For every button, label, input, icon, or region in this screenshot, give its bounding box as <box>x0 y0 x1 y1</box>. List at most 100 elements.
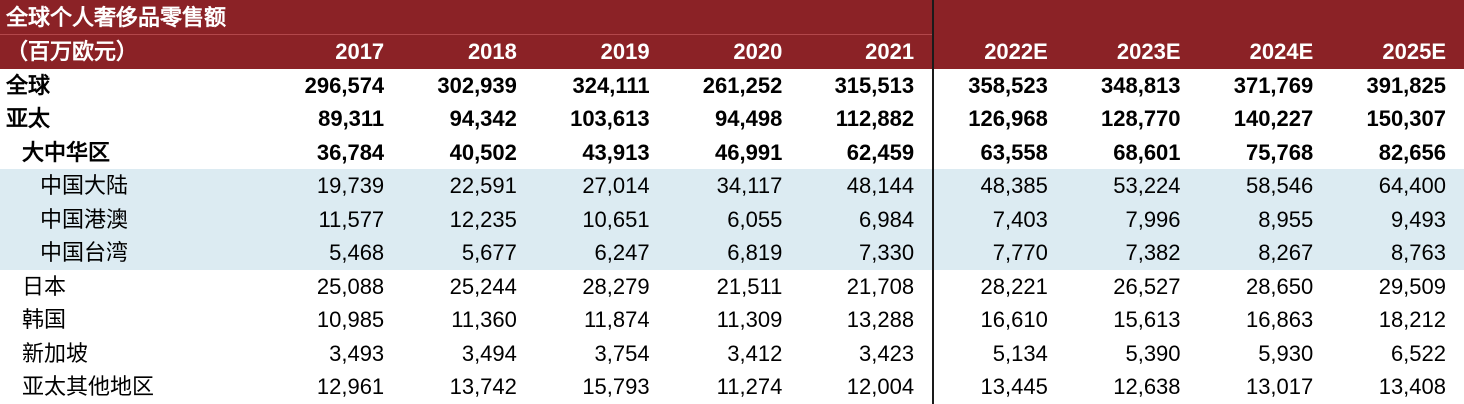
table-cell: 15,613 <box>1113 307 1181 333</box>
column-header: 2021 <box>800 34 935 69</box>
table-cell: 68,601 <box>1113 139 1181 165</box>
table-cell: 6,247 <box>534 236 668 270</box>
table-cell: 3,494 <box>461 340 517 366</box>
table-cell: 8,955 <box>1198 202 1332 236</box>
table-cell: 28,650 <box>1245 273 1314 299</box>
table-cell: 21,708 <box>800 269 935 303</box>
table-cell: 28,221 <box>980 273 1048 299</box>
table-cell: 348,813 <box>1101 72 1181 98</box>
table-cell: 6,819 <box>667 236 801 270</box>
table-cell: 6,984 <box>800 202 935 236</box>
table-cell: 13,445 <box>980 374 1048 400</box>
table-cell: 3,423 <box>800 336 935 370</box>
table-cell: 11,274 <box>716 374 783 400</box>
table-cell: 7,330 <box>800 236 935 270</box>
table-cell: 53,224 <box>1065 169 1199 203</box>
table-cell: 112,882 <box>800 102 935 136</box>
table-cell: 11,360 <box>451 307 517 333</box>
row-label: 亚太其他地区 <box>22 374 155 400</box>
table-cell: 5,930 <box>1258 340 1314 366</box>
table-cell: 140,227 <box>1233 106 1314 132</box>
row-label: 亚太 <box>6 106 51 132</box>
table-cell: 29,509 <box>1378 273 1446 299</box>
table-cell: 16,863 <box>1245 307 1314 333</box>
table-cell: 28,279 <box>582 273 650 299</box>
table-cell: 7,403 <box>933 202 1066 236</box>
table-row: 亚太 89,311 94,342 103,613 94,498 112,882 126,96… <box>0 102 1464 136</box>
table-cell: 11,577 <box>269 202 403 236</box>
table-cell: 58,546 <box>1198 169 1332 203</box>
table-cell: 3,412 <box>727 340 783 366</box>
table-row: 日本 25,088 25,244 28,279 21,511 21,708 28,221 26… <box>0 269 1464 303</box>
table-cell: 10,651 <box>534 202 668 236</box>
table-cell: 62,459 <box>800 135 935 169</box>
row-label: 韩国 <box>22 307 67 333</box>
column-header: 2017 <box>269 34 403 69</box>
table-cell: 358,523 <box>968 72 1048 98</box>
table-cell: 5,468 <box>269 236 403 270</box>
table-cell: 13,408 <box>1378 374 1446 400</box>
table-cell: 11,874 <box>583 307 650 333</box>
table-cell: 6,055 <box>667 202 801 236</box>
table-cell: 82,656 <box>1378 139 1446 165</box>
table-cell: 8,267 <box>1198 236 1332 270</box>
column-header: 2022E <box>933 34 1066 69</box>
table-cell: 89,311 <box>318 106 385 132</box>
table-row: 新加坡 3,493 3,494 3,754 3,412 3,423 5,134 5,390 5,… <box>0 336 1464 370</box>
table-cell: 10,985 <box>316 307 385 333</box>
table-cell: 6,522 <box>1390 340 1446 366</box>
table-cell: 150,307 <box>1366 106 1446 132</box>
table-cell: 7,382 <box>1065 236 1199 270</box>
table-cell: 103,613 <box>570 106 650 132</box>
row-label: 新加坡 <box>22 340 89 366</box>
table-cell: 46,991 <box>715 139 783 165</box>
table-cell: 16,610 <box>980 307 1048 333</box>
table-cell: 22,591 <box>402 169 535 203</box>
table-cell: 7,996 <box>1065 202 1199 236</box>
table-cell: 12,961 <box>316 374 385 400</box>
table-cell: 5,134 <box>992 340 1048 366</box>
column-header: 2019 <box>534 34 668 69</box>
table-cell: 5,677 <box>402 236 535 270</box>
table-cell: 12,004 <box>800 370 935 404</box>
column-header: 2024E <box>1198 34 1332 69</box>
table-cell: 11,309 <box>716 307 783 333</box>
table-cell: 25,088 <box>316 273 385 299</box>
table-row: 亚太其他地区 12,961 13,742 15,793 11,274 12,004 13,4… <box>0 370 1464 404</box>
table-cell: 324,111 <box>572 72 650 98</box>
table-cell: 34,117 <box>667 169 801 203</box>
table-cell: 5,390 <box>1125 340 1181 366</box>
table-cell: 36,784 <box>316 139 385 165</box>
header-title-row: 全球个人奢侈品零售额 <box>0 0 1464 35</box>
table-cell: 12,638 <box>1113 374 1181 400</box>
table-cell: 94,498 <box>715 106 783 132</box>
table-cell: 7,770 <box>933 236 1066 270</box>
table-cell: 63,558 <box>980 139 1048 165</box>
table-cell: 40,502 <box>449 139 517 165</box>
header-columns-row: （百万欧元） 2017 2018 2019 2020 2021 2022E 20… <box>0 34 1464 69</box>
table-row: 韩国 10,985 11,360 11,874 11,309 13,288 16,610 15… <box>0 303 1464 337</box>
table-cell: 13,017 <box>1245 374 1314 400</box>
table-cell: 126,968 <box>968 106 1048 132</box>
table-cell: 21,511 <box>716 273 783 299</box>
table-cell: 15,793 <box>582 374 650 400</box>
table-cell: 43,913 <box>582 139 650 165</box>
table-cell: 315,513 <box>800 68 935 102</box>
table-cell: 128,770 <box>1101 106 1181 132</box>
table-cell: 391,825 <box>1366 72 1446 98</box>
table-cell: 25,244 <box>449 273 517 299</box>
row-label: 大中华区 <box>22 139 111 165</box>
table-cell: 64,400 <box>1331 169 1464 203</box>
table-cell: 18,212 <box>1378 307 1446 333</box>
column-header: 2023E <box>1065 34 1199 69</box>
table-cell: 296,574 <box>304 72 385 98</box>
column-header: 2018 <box>402 34 535 69</box>
table-cell: 13,288 <box>800 303 935 337</box>
row-label: 中国大陆 <box>0 169 270 203</box>
table-row: 大中华区 36,784 40,502 43,913 46,991 62,459 63,558… <box>0 135 1464 169</box>
row-label: 中国港澳 <box>0 202 270 236</box>
table-cell: 27,014 <box>534 169 668 203</box>
table-cell: 371,769 <box>1233 72 1314 98</box>
